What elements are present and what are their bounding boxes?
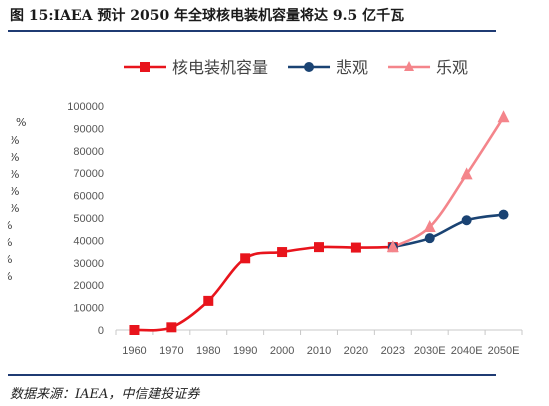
legend-swatch-marker — [140, 62, 150, 72]
x-tick-label: 2050E — [488, 345, 520, 357]
ghost-tick: % — [2, 270, 13, 283]
y-tick-label: 80000 — [73, 146, 104, 158]
x-tick-label: 2020 — [344, 345, 368, 357]
x-tick-label: 1960 — [122, 345, 146, 357]
title-divider — [8, 30, 496, 32]
legend-swatch-marker — [304, 62, 315, 72]
x-tick-label: 1990 — [233, 345, 257, 357]
figure-title: 图 15:IAEA 预计 2050 年全球核电装机容量将达 9.5 亿千瓦 — [10, 8, 405, 24]
series-pessimistic-point — [424, 233, 435, 244]
series-optimistic-point — [423, 219, 436, 232]
series-actual-point — [314, 242, 324, 253]
series-optimistic-point — [460, 167, 473, 180]
y-tick-label: 40000 — [73, 235, 104, 247]
series-pessimistic-point — [461, 215, 472, 226]
series-actual-point — [240, 253, 251, 264]
y-tick-label: 90000 — [73, 123, 104, 135]
series-optimistic-line — [392, 116, 505, 249]
y-tick-label: 10000 — [73, 303, 104, 315]
ghost-tick: 20% — [2, 116, 27, 129]
x-tick-label: 2010 — [307, 345, 331, 357]
footer-divider — [8, 374, 496, 376]
series-optimistic-point — [497, 110, 510, 123]
legend-label: 乐观 — [436, 58, 468, 77]
series-actual-line — [134, 245, 393, 332]
ghost-tick: % — [2, 236, 13, 249]
ghost-tick: 0% — [2, 202, 20, 215]
series-pessimistic-line — [392, 213, 504, 249]
y-tick-label: 100000 — [67, 101, 104, 113]
y-tick-label: 0 — [98, 325, 104, 337]
legend-label: 核电装机容量 — [172, 58, 268, 77]
source-note: 数据来源：IAEA，中信建投证券 — [10, 387, 200, 402]
series-optimistic-point — [386, 240, 399, 253]
ghost-tick: % — [2, 253, 13, 266]
series-pessimistic-point — [498, 209, 509, 220]
series-actual-point — [166, 322, 177, 333]
x-tick-label: 2023 — [381, 345, 405, 357]
x-tick-label: 1980 — [196, 345, 220, 357]
series-actual-point — [277, 247, 288, 258]
series-actual-point — [203, 295, 214, 306]
legend-label: 悲观 — [336, 58, 368, 77]
x-tick-label: 2030E — [414, 345, 446, 357]
series-actual-point — [129, 325, 140, 335]
y-tick-label: 30000 — [73, 258, 104, 270]
ghost-tick: 8% — [2, 134, 20, 147]
ghost-tick: 2% — [2, 185, 20, 198]
ghost-tick: % — [2, 219, 13, 232]
y-tick-label: 70000 — [73, 168, 104, 180]
series-actual-point — [350, 242, 361, 253]
x-tick-label: 1970 — [159, 345, 183, 357]
y-tick-label: 20000 — [73, 280, 104, 292]
ghost-tick: 6% — [2, 151, 20, 164]
legend-swatch-marker — [404, 61, 415, 71]
ghost-tick: 4% — [2, 168, 20, 181]
x-tick-label: 2040E — [451, 345, 483, 357]
y-tick-label: 50000 — [73, 213, 104, 225]
y-tick-label: 60000 — [73, 191, 104, 203]
x-tick-label: 2000 — [270, 345, 294, 357]
